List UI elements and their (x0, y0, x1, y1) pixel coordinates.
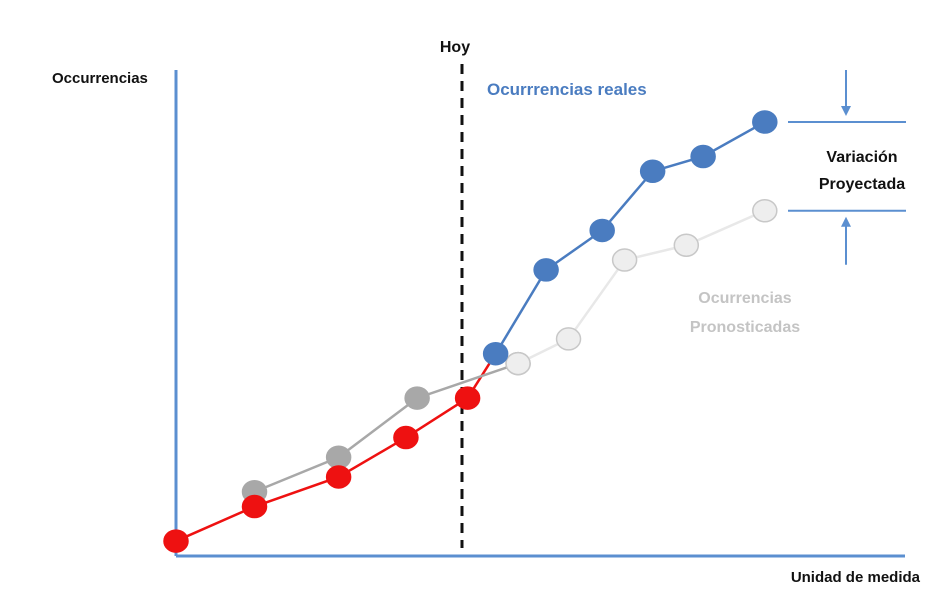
variation-label-line1: Variación (826, 149, 897, 166)
series-forecast (505, 198, 778, 376)
series-layer (163, 110, 778, 553)
data-point-forecast-0 (505, 351, 531, 376)
variation-down-arrow-head (841, 106, 851, 116)
series-real (482, 110, 778, 366)
data-point-real-1 (533, 258, 559, 282)
data-point-real-4 (690, 144, 716, 169)
variation-label-line2: Proyectada (819, 176, 905, 193)
data-point-history_red-0 (163, 529, 189, 553)
data-point-forecast-3 (673, 233, 700, 258)
data-point-history_red-2 (325, 465, 352, 489)
series-line-history_gray (254, 362, 519, 493)
data-point-history_gray-1 (325, 445, 352, 470)
data-point-real-2 (589, 218, 615, 243)
data-point-history_red-1 (241, 494, 268, 519)
data-point-history_red-3 (393, 425, 419, 450)
series-history_red (163, 386, 481, 553)
data-point-forecast-1 (555, 327, 582, 351)
y-axis-label: Occurrencias (52, 70, 148, 87)
today-label: Hoy (440, 39, 470, 56)
series-history_gray (241, 351, 531, 504)
axes (174, 70, 905, 558)
variation-up-arrow-head (841, 216, 851, 227)
data-point-history_gray-2 (404, 386, 430, 410)
x-axis-label: Unidad de medida (791, 569, 921, 586)
data-point-forecast-2 (611, 248, 638, 272)
data-point-real-5 (752, 110, 778, 134)
real-series-label: Ocurrrencias reales (487, 80, 647, 99)
series-line-history_red (175, 397, 469, 543)
projected-variation-indicator (788, 70, 906, 265)
series-line-forecast (517, 209, 766, 365)
data-point-history_red-4 (454, 386, 481, 410)
data-point-real-0 (482, 341, 509, 366)
data-point-forecast-4 (752, 198, 778, 223)
forecast-series-label-line1: Ocurrencias (698, 290, 791, 307)
data-point-real-3 (639, 159, 666, 184)
forecast-series-label-line2: Pronosticadas (690, 319, 800, 336)
